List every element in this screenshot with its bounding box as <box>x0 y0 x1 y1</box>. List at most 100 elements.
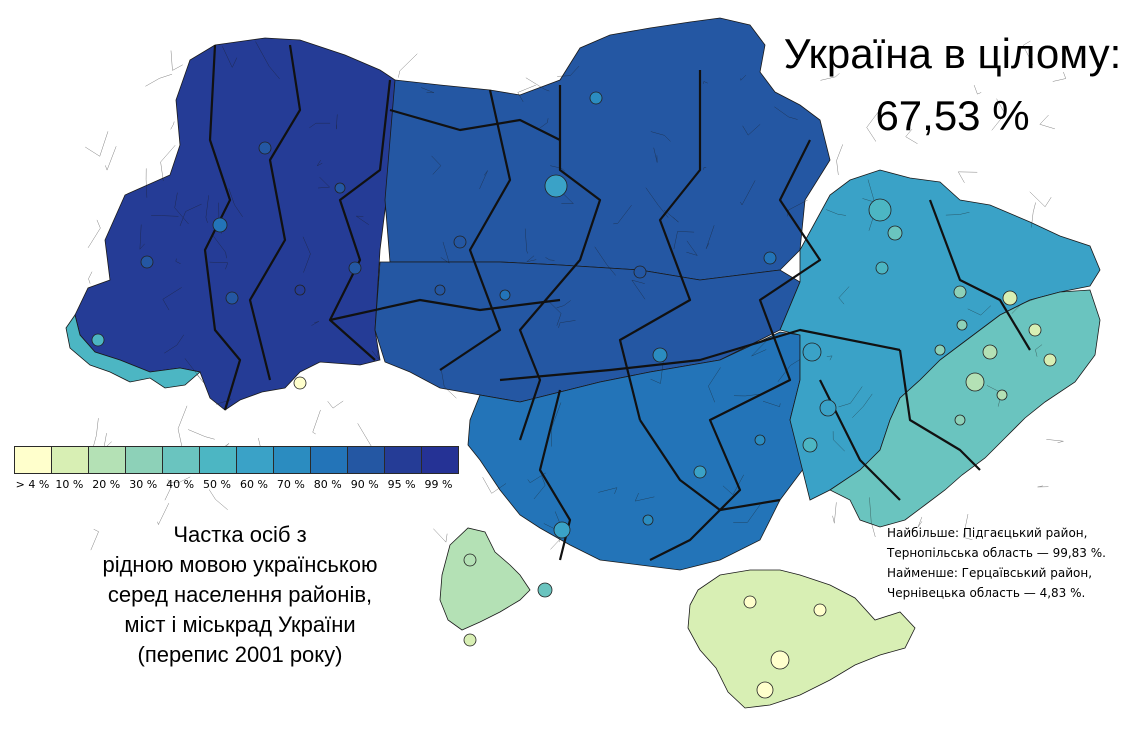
map-caption: Частка осіб з рідною мовою українською с… <box>40 520 440 670</box>
oblast-border <box>328 79 392 361</box>
extremes-note: Найбільше: Підгаєцький район, Тернопільс… <box>887 523 1127 603</box>
city-markers <box>91 91 1057 699</box>
legend-tick-label: 99 % <box>424 478 453 491</box>
city-marker <box>589 91 603 105</box>
city-marker <box>334 182 346 194</box>
legend-swatch <box>200 447 237 473</box>
city-marker <box>1028 323 1042 337</box>
city-marker <box>544 174 568 198</box>
city-marker <box>802 437 818 453</box>
legend-swatch <box>15 447 52 473</box>
city-marker <box>652 347 668 363</box>
city-marker <box>348 261 362 275</box>
legend-tick-label: 10 % <box>55 478 84 491</box>
city-marker <box>934 344 946 356</box>
legend-swatch <box>126 447 163 473</box>
city-marker <box>763 251 777 265</box>
extremes-line: Тернопільська область — 99,83 %. <box>887 546 1106 560</box>
legend-tick-label: > 4 % <box>15 478 50 491</box>
oblast-border <box>203 44 242 411</box>
oblast-border <box>928 199 1031 351</box>
city-marker <box>754 434 766 446</box>
city-marker <box>982 344 998 360</box>
legend-swatch <box>237 447 274 473</box>
city-marker <box>819 399 837 417</box>
city-marker <box>294 284 306 296</box>
legend-tick-label: 95 % <box>387 478 416 491</box>
city-marker <box>463 553 477 567</box>
legend-tick-label: 60 % <box>239 478 268 491</box>
city-marker <box>887 225 903 241</box>
oblast-border <box>389 108 561 141</box>
oblast-borders <box>203 44 1031 561</box>
caption-line: рідною мовою українською <box>102 552 378 577</box>
city-marker <box>743 595 757 609</box>
city-marker <box>875 261 889 275</box>
legend-swatch <box>163 447 200 473</box>
legend-tick-label: 20 % <box>92 478 121 491</box>
city-marker <box>434 284 446 296</box>
legend-tick-label: 70 % <box>276 478 305 491</box>
extremes-line: Найбільше: Підгаєцький район, <box>887 526 1088 540</box>
city-marker <box>756 681 774 699</box>
city-marker <box>953 285 967 299</box>
city-marker <box>813 603 827 617</box>
caption-line: (перепис 2001 року) <box>137 642 343 667</box>
oblast-border <box>248 44 302 381</box>
city-marker <box>225 291 239 305</box>
legend-ticks: > 4 % 10 % 20 % 30 % 40 % 50 % 60 % 70 % 80 % 90 … <box>14 478 457 494</box>
oblast-border <box>499 328 901 382</box>
legend-tick-label: 80 % <box>313 478 342 491</box>
legend-swatch <box>52 447 89 473</box>
city-marker <box>91 333 105 347</box>
caption-line: серед населення районів, <box>107 582 373 607</box>
extremes-line: Чернівецька область — 4,83 %. <box>887 586 1086 600</box>
region-north <box>384 17 831 281</box>
total-title: Україна в цілому: <box>783 30 1122 77</box>
city-marker <box>965 372 985 392</box>
legend-tick-label: 50 % <box>203 478 232 491</box>
region-crimea <box>687 569 916 709</box>
total-value: 67,53 % <box>875 92 1030 139</box>
oblast-border <box>329 298 561 322</box>
city-marker <box>770 650 790 670</box>
city-marker <box>1043 353 1057 367</box>
city-marker <box>258 141 272 155</box>
legend-swatch <box>311 447 348 473</box>
city-marker <box>463 633 477 647</box>
oblast-border <box>639 419 781 512</box>
region-south-center <box>467 331 811 571</box>
oblast-border <box>649 139 822 561</box>
oblast-border <box>518 85 602 441</box>
legend-tick-label: 90 % <box>350 478 379 491</box>
city-marker <box>956 319 968 331</box>
city-marker <box>633 265 647 279</box>
city-marker <box>553 521 571 539</box>
city-marker <box>212 217 228 233</box>
city-marker <box>1002 290 1018 306</box>
region-transcarpathia <box>65 314 201 389</box>
city-marker <box>499 289 511 301</box>
city-marker <box>802 342 822 362</box>
city-marker <box>140 255 154 269</box>
legend-swatch <box>89 447 126 473</box>
oblast-border <box>439 89 512 371</box>
legend-swatch <box>348 447 385 473</box>
region-donbas <box>829 289 1101 528</box>
legend-swatch <box>274 447 311 473</box>
city-marker <box>293 376 307 390</box>
oblast-border <box>538 389 572 561</box>
city-marker <box>642 514 654 526</box>
color-legend: > 4 % 10 % 20 % 30 % 40 % 50 % 60 % 70 % 80 % 90 … <box>14 446 459 494</box>
region-layer <box>65 17 1101 709</box>
oblast-border <box>898 349 981 471</box>
region-bessarabia <box>439 527 531 631</box>
legend-swatches <box>14 446 459 474</box>
city-marker <box>996 389 1008 401</box>
extremes-line: Найменше: Герцаївський район, <box>887 566 1093 580</box>
city-marker <box>868 198 892 222</box>
caption-line: міст і міськрад України <box>124 612 356 637</box>
caption-line: Частка осіб з <box>173 522 307 547</box>
city-marker <box>954 414 966 426</box>
